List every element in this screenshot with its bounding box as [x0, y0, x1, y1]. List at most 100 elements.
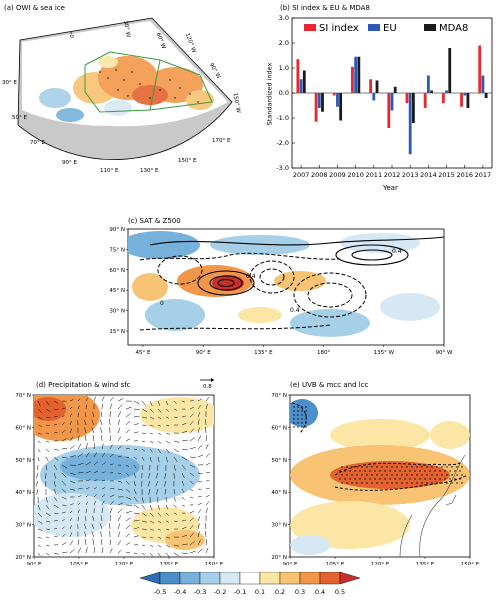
significance-dot	[297, 418, 298, 419]
significance-dot	[384, 470, 385, 471]
significance-dot	[305, 414, 306, 415]
x-tick-label: 90° E	[27, 562, 42, 565]
bar-si-index	[424, 93, 427, 108]
bar-eu	[482, 76, 485, 94]
significance-dot	[401, 474, 402, 475]
bar-si-index	[478, 46, 481, 94]
significance-dot	[394, 470, 395, 471]
significance-dot	[376, 466, 377, 467]
bar-eu	[300, 79, 303, 93]
significance-dot	[436, 482, 437, 483]
significance-dot	[439, 478, 440, 479]
y-tick-label: 60° N	[109, 268, 125, 274]
significance-dot	[364, 478, 365, 479]
significance-dot	[301, 418, 302, 419]
y-tick-label: 70° N	[15, 393, 31, 399]
lon-label: 0°	[70, 31, 77, 38]
significance-dot	[456, 474, 457, 475]
colorbar-swatch	[320, 572, 340, 584]
significance-dot	[411, 482, 412, 483]
y-tick-label: 40° N	[271, 490, 287, 496]
significance-dot	[439, 470, 440, 471]
panel-c: (c) SAT & Z500	[0, 215, 500, 375]
significance-dot	[379, 478, 380, 479]
significance-dot	[399, 470, 400, 471]
x-tick-label: 105° E	[326, 562, 345, 565]
x-tick-label: 105° E	[70, 562, 89, 565]
significance-dot	[461, 466, 462, 467]
bar-mda8	[376, 81, 379, 94]
bar-mda8	[339, 93, 342, 121]
significance-dot	[341, 482, 342, 483]
significance-dot	[454, 470, 455, 471]
bar-mda8	[321, 93, 324, 112]
bar-mda8	[412, 93, 415, 123]
significance-dot	[456, 466, 457, 467]
colorbar-label: 0.4	[315, 588, 325, 596]
colorbar-swatch	[220, 572, 240, 584]
x-axis-label: Year	[383, 184, 398, 192]
lon-label: 110° E	[100, 168, 118, 174]
significance-dot	[406, 482, 407, 483]
x-tick-label: 120° E	[371, 562, 390, 565]
bar-eu	[445, 91, 448, 94]
significance-dot	[449, 470, 450, 471]
significance-dot	[384, 478, 385, 479]
bar-si-index	[351, 67, 354, 93]
significance-dot	[386, 466, 387, 467]
significance-dot	[399, 478, 400, 479]
significance-dot	[419, 470, 420, 471]
significance-dot	[436, 474, 437, 475]
bar-si-index	[333, 93, 336, 96]
bar-eu	[354, 57, 357, 93]
significance-dot	[426, 482, 427, 483]
colorbar-swatch	[340, 572, 360, 584]
significance-dot	[411, 466, 412, 467]
colorbar-swatch	[180, 572, 200, 584]
y-tick-label: -2.0	[276, 139, 289, 147]
significance-dot	[297, 410, 298, 411]
significance-dot	[301, 422, 302, 423]
significance-dot	[339, 478, 340, 479]
x-tick-label: 90° E	[196, 350, 211, 356]
lon-label: 150° E	[178, 158, 196, 164]
bar-eu	[427, 76, 430, 94]
y-tick-label: 1.0	[279, 64, 289, 72]
significance-dot	[426, 474, 427, 475]
significance-dot	[369, 470, 370, 471]
x-tick-label: 180°	[317, 350, 330, 356]
lon-label: 170° E	[212, 138, 230, 144]
significance-dot	[409, 470, 410, 471]
lon-label: 30° E	[2, 80, 17, 86]
significance-dot	[429, 470, 430, 471]
significance-dot	[394, 478, 395, 479]
lon-label: 50° E	[12, 115, 27, 121]
significance-dot	[381, 474, 382, 475]
significance-dot	[406, 474, 407, 475]
significance-dot	[374, 478, 375, 479]
significance-dot	[356, 482, 357, 483]
significance-dot	[305, 422, 306, 423]
bar-si-index	[387, 93, 390, 128]
bar-eu	[372, 93, 375, 101]
significance-dot	[293, 414, 294, 415]
significance-dot	[446, 466, 447, 467]
significance-dot	[401, 466, 402, 467]
significance-dot	[366, 466, 367, 467]
x-tick-label: 120° E	[115, 562, 134, 565]
significance-dot	[364, 470, 365, 471]
significance-dot	[431, 482, 432, 483]
significance-dot	[344, 478, 345, 479]
significance-dot	[351, 474, 352, 475]
colorbar-swatch	[200, 572, 220, 584]
significance-dot	[297, 406, 298, 407]
significance-dot	[391, 466, 392, 467]
bar-mda8	[394, 87, 397, 93]
x-tick-label: 150° E	[461, 562, 480, 565]
significance-dot	[371, 474, 372, 475]
significance-dot	[301, 426, 302, 427]
significance-dot	[441, 482, 442, 483]
significance-dot	[356, 466, 357, 467]
